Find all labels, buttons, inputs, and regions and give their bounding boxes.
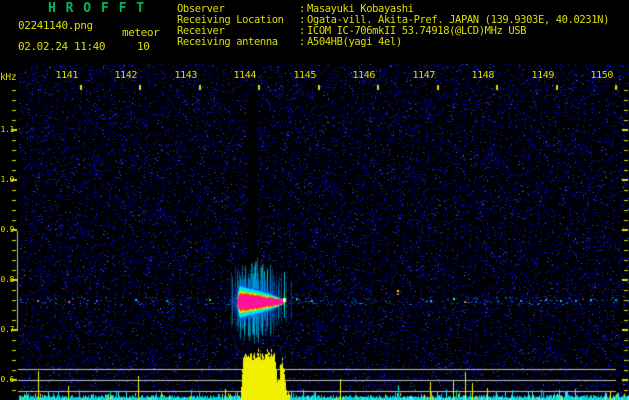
info-separator: : [299,36,305,48]
mode-label: meteor [122,26,160,39]
y-axis-tick-label: 1.1 [0,125,14,134]
info-row-observer: Observer: Masayuki Kobayashi [177,4,609,15]
x-axis-tick-label: 1146 [352,70,376,81]
x-axis-tick-label: 1141 [55,70,79,81]
x-axis-tick-label: 1142 [114,70,138,81]
info-row-antenna: Receiving antenna: A504HB(yagi 4el) [177,37,609,48]
x-axis-tick-label: 1148 [471,70,495,81]
station-info-block: Observer: Masayuki Kobayashi Receiving Lo… [177,4,609,48]
observation-timestamp: 02.02.24 11:40 [18,40,106,53]
info-value: ICOM IC-706mkII 53.74918(@LCD)MHz USB [307,25,527,37]
info-label: Receiver [177,25,225,37]
output-filename: 02241140.png [18,19,93,32]
info-label: Observer [177,3,225,15]
x-axis-tick-label: 1145 [293,70,317,81]
info-label: Receiving antenna [177,36,278,48]
info-value: A504HB(yagi 4el) [307,36,402,48]
info-value: Ogata-vill. Akita-Pref. JAPAN (139.9303E… [307,14,609,26]
x-axis-tick-label: 1149 [531,70,555,81]
x-axis-tick-label: 1144 [233,70,257,81]
x-axis-tick-label: 1147 [412,70,436,81]
app-title: H R O F F T [48,1,146,16]
info-separator: : [299,14,305,26]
y-axis-tick-label: 0.6 [0,375,14,384]
y-axis-tick-label: 0.8 [0,275,14,284]
x-axis-tick-label: 1143 [174,70,198,81]
info-separator: : [299,3,305,15]
info-separator: : [299,25,305,37]
y-axis-unit-label: kHz [0,72,17,83]
info-label: Receiving Location [177,14,284,26]
y-axis-tick-label: 1.0 [0,175,14,184]
y-axis-tick-label: 0.9 [0,225,14,234]
info-value: Masayuki Kobayashi [307,3,414,15]
interval-minutes: 10 [137,40,150,53]
x-axis-tick-label: 1150 [590,70,614,81]
y-axis-tick-label: 0.7 [0,325,14,334]
info-row-receiver: Receiver: ICOM IC-706mkII 53.74918(@LCD)M… [177,26,609,37]
info-row-location: Receiving Location: Ogata-vill. Akita-Pre… [177,15,609,26]
